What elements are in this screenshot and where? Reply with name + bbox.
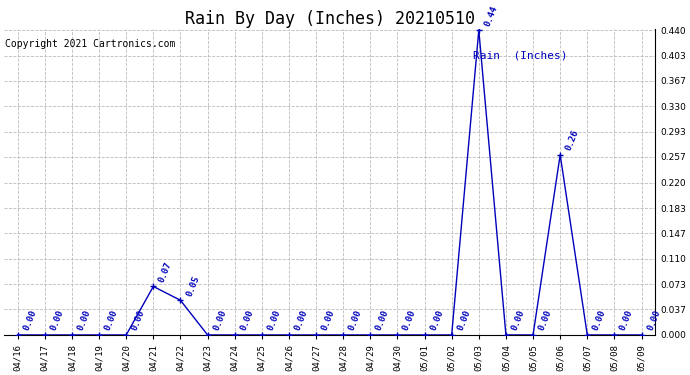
Rain  (Inches)	[257, 333, 266, 337]
Text: 0.00: 0.00	[347, 309, 364, 332]
Text: 0.00: 0.00	[320, 309, 337, 332]
Text: 0.00: 0.00	[266, 309, 282, 332]
Line: Rain  (Inches): Rain (Inches)	[15, 27, 644, 338]
Rain  (Inches)	[204, 333, 212, 337]
Rain  (Inches)	[475, 28, 483, 32]
Rain  (Inches)	[583, 333, 591, 337]
Text: 0.05: 0.05	[184, 274, 201, 297]
Text: 0.00: 0.00	[456, 309, 472, 332]
Rain  (Inches)	[41, 333, 49, 337]
Rain  (Inches)	[420, 333, 428, 337]
Rain  (Inches)	[638, 333, 646, 337]
Rain  (Inches)	[14, 333, 22, 337]
Text: 0.00: 0.00	[212, 309, 228, 332]
Text: 0.00: 0.00	[537, 309, 553, 332]
Text: 0.26: 0.26	[564, 129, 581, 152]
Rain  (Inches)	[339, 333, 347, 337]
Text: 0.00: 0.00	[618, 309, 635, 332]
Rain  (Inches)	[95, 333, 104, 337]
Text: 0.00: 0.00	[428, 309, 445, 332]
Text: 0.00: 0.00	[239, 309, 255, 332]
Rain  (Inches)	[230, 333, 239, 337]
Text: 0.00: 0.00	[49, 309, 66, 332]
Text: 0.00: 0.00	[130, 309, 147, 332]
Rain  (Inches)	[556, 153, 564, 157]
Rain  (Inches)	[366, 333, 375, 337]
Text: 0.07: 0.07	[157, 260, 174, 284]
Rain  (Inches)	[177, 298, 185, 303]
Rain  (Inches)	[529, 333, 538, 337]
Text: 0.44: 0.44	[483, 4, 500, 27]
Rain  (Inches)	[149, 284, 157, 289]
Text: 0.00: 0.00	[22, 309, 38, 332]
Rain  (Inches)	[393, 333, 402, 337]
Text: 0.00: 0.00	[402, 309, 418, 332]
Text: 0.00: 0.00	[293, 309, 309, 332]
Text: Rain  (Inches): Rain (Inches)	[473, 51, 567, 61]
Rain  (Inches)	[502, 333, 510, 337]
Text: 0.00: 0.00	[375, 309, 391, 332]
Rain  (Inches)	[448, 333, 456, 337]
Rain  (Inches)	[285, 333, 293, 337]
Rain  (Inches)	[122, 333, 130, 337]
Text: 0.00: 0.00	[646, 309, 662, 332]
Text: 0.00: 0.00	[104, 309, 119, 332]
Rain  (Inches)	[68, 333, 76, 337]
Rain  (Inches)	[312, 333, 320, 337]
Text: 0.00: 0.00	[510, 309, 526, 332]
Title: Rain By Day (Inches) 20210510: Rain By Day (Inches) 20210510	[185, 10, 475, 28]
Text: 0.00: 0.00	[591, 309, 608, 332]
Text: 0.00: 0.00	[76, 309, 92, 332]
Rain  (Inches)	[610, 333, 618, 337]
Text: Copyright 2021 Cartronics.com: Copyright 2021 Cartronics.com	[5, 39, 175, 49]
